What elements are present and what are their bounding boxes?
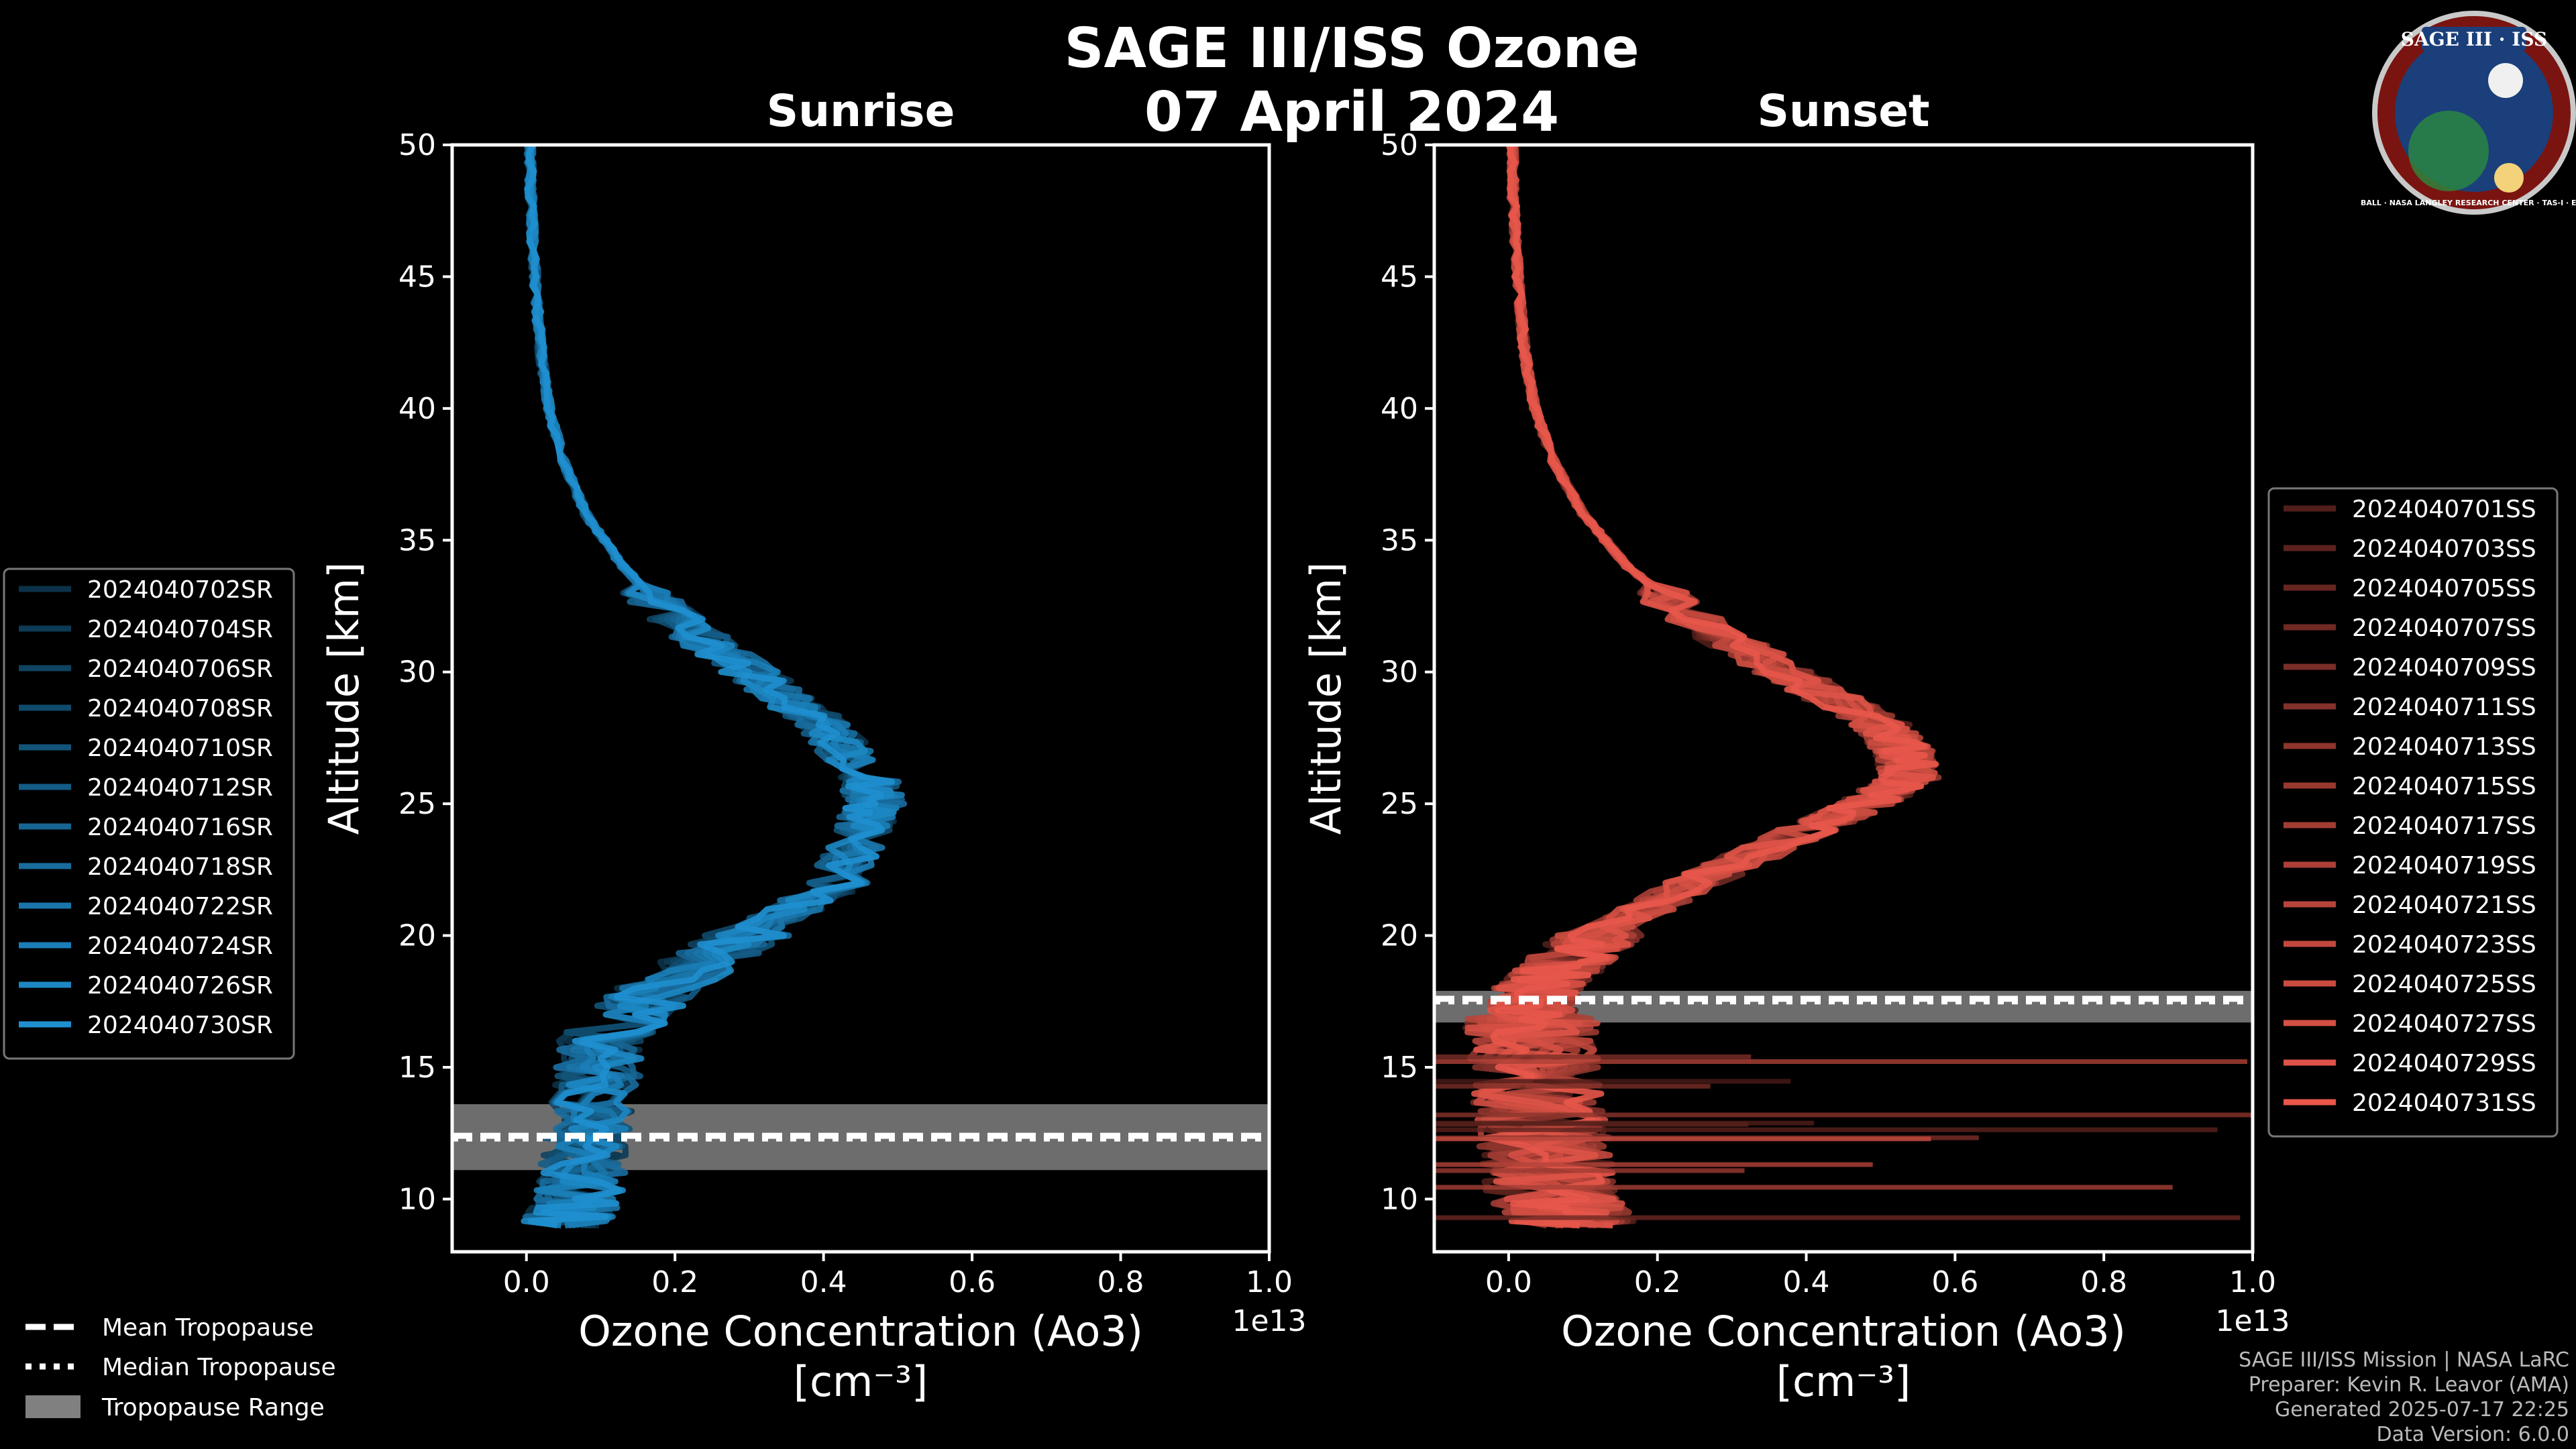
legend-label-2024040713SS: 2024040713SS	[2352, 733, 2536, 761]
y-tick-label: 25	[1381, 787, 1418, 821]
x-tick-label: 1.0	[2229, 1265, 2276, 1299]
legend-label-2024040719SS: 2024040719SS	[2352, 852, 2536, 879]
x-tick-label: 1.0	[1246, 1265, 1293, 1299]
legend-label-2024040702SR: 2024040702SR	[87, 576, 273, 604]
tropopause-range-label: Tropopause Range	[101, 1394, 325, 1421]
legend-label-2024040704SR: 2024040704SR	[87, 616, 273, 643]
y-tick-label: 15	[398, 1051, 436, 1085]
legend-label-2024040725SS: 2024040725SS	[2352, 971, 2536, 998]
x-axis-unit: [cm⁻³]	[794, 1357, 928, 1406]
credit-line-4: Data Version: 6.0.0	[2377, 1423, 2569, 1446]
sunset-legend: 2024040701SS 2024040703SS 2024040705SS 2024…	[2267, 487, 2559, 1138]
y-tick-label: 40	[398, 392, 436, 426]
credit-line-1: SAGE III/ISS Mission | NASA LaRC	[2239, 1348, 2569, 1372]
x-tick-label: 0.0	[1485, 1265, 1532, 1299]
legend-box	[2267, 487, 2559, 1138]
legend-label-2024040726SR: 2024040726SR	[87, 972, 273, 1000]
y-tick-label: 40	[1381, 392, 1418, 426]
logo-ring-text: BALL · NASA LANGLEY RESEARCH CENTER · TA…	[2361, 199, 2576, 207]
x-axis-label: Ozone Concentration (Ao3)	[1561, 1307, 2126, 1356]
panel-title: Sunset	[1757, 85, 1929, 137]
y-tick-label: 15	[1381, 1051, 1418, 1085]
legend-box	[3, 568, 295, 1060]
x-tick-label: 0.4	[800, 1265, 847, 1299]
x-tick-label: 0.8	[1097, 1265, 1144, 1299]
legend-label-2024040705SS: 2024040705SS	[2352, 575, 2536, 602]
y-tick-label: 20	[1381, 919, 1418, 953]
credit-line-3: Generated 2025-07-17 22:25	[2275, 1398, 2569, 1421]
sunrise-legend: 2024040702SR 2024040704SR 2024040706SR 2024…	[3, 568, 295, 1060]
x-tick-label: 0.2	[651, 1265, 698, 1299]
legend-label-2024040706SR: 2024040706SR	[87, 655, 273, 683]
x-axis-label: Ozone Concentration (Ao3)	[578, 1307, 1143, 1356]
legend-label-2024040711SS: 2024040711SS	[2352, 694, 2536, 721]
y-tick-label: 50	[1381, 128, 1418, 162]
legend-label-2024040718SR: 2024040718SR	[87, 853, 273, 881]
axes-frame	[1432, 143, 2255, 1254]
y-tick-label: 10	[398, 1182, 436, 1216]
mean-tropopause-label: Mean Tropopause	[102, 1314, 314, 1342]
legend-label-2024040709SS: 2024040709SS	[2352, 654, 2536, 682]
figure-date: 07 April 2024	[1144, 80, 1559, 144]
profile-line-2024040730SR	[524, 145, 896, 1229]
legend-label-2024040724SR: 2024040724SR	[87, 932, 273, 960]
legend-label-2024040727SS: 2024040727SS	[2352, 1010, 2536, 1038]
x-tick-label: 0.2	[1634, 1265, 1681, 1299]
profile-line-2024040724SR	[525, 145, 905, 1229]
legend-label-2024040712SR: 2024040712SR	[87, 774, 273, 802]
plot-area	[452, 145, 1269, 1229]
legend-label-2024040701SS: 2024040701SS	[2352, 496, 2536, 523]
legend-label-2024040715SS: 2024040715SS	[2352, 773, 2536, 800]
y-tick-label: 35	[1381, 523, 1418, 557]
tropopause-legend: Mean Tropopause Median Tropopause Tropop…	[25, 1314, 336, 1421]
legend-label-2024040716SR: 2024040716SR	[87, 814, 273, 841]
legend-label-2024040729SS: 2024040729SS	[2352, 1050, 2536, 1077]
x-scale-label: 1e13	[2215, 1304, 2290, 1338]
axes-frame	[450, 143, 1271, 1254]
legend-label-2024040708SR: 2024040708SR	[87, 695, 273, 722]
y-tick-label: 30	[398, 655, 436, 690]
y-tick-label: 45	[398, 260, 436, 294]
y-tick-label: 45	[1381, 260, 1418, 294]
x-scale-label: 1e13	[1232, 1304, 1306, 1338]
credits: SAGE III/ISS Mission | NASA LaRC Prepare…	[2239, 1348, 2569, 1446]
x-tick-label: 0.6	[1931, 1265, 1978, 1299]
credit-line-2: Preparer: Kevin R. Leavor (AMA)	[2249, 1373, 2569, 1397]
legend-label-2024040731SS: 2024040731SS	[2352, 1089, 2536, 1117]
y-axis-label: Altitude [km]	[1301, 562, 1350, 835]
y-tick-label: 10	[1381, 1182, 1418, 1216]
y-tick-label: 30	[1381, 655, 1418, 690]
legend-label-2024040707SS: 2024040707SS	[2352, 614, 2536, 642]
x-tick-label: 0.0	[503, 1265, 550, 1299]
y-tick-label: 20	[398, 919, 436, 953]
y-tick-label: 50	[398, 128, 436, 162]
legend-label-2024040703SS: 2024040703SS	[2352, 535, 2536, 563]
x-axis-unit: [cm⁻³]	[1776, 1357, 1911, 1406]
profile-line-2024040731SS	[1484, 145, 1938, 1229]
profile-line-2024040722SR	[525, 145, 885, 1229]
x-tick-label: 0.4	[1783, 1265, 1830, 1299]
sunrise-panel: 10 15 20 25 30 35 40 45 50 0.0 0.2 0.4 0.6 0.8 1.0 1e13…	[319, 85, 1307, 1406]
legend-label-2024040710SR: 2024040710SR	[87, 735, 273, 762]
x-tick-label: 0.6	[949, 1265, 996, 1299]
logo-text: SAGE III · ISS	[2401, 28, 2547, 50]
y-tick-label: 35	[398, 523, 436, 557]
legend-label-2024040722SR: 2024040722SR	[87, 893, 273, 920]
legend-label-2024040723SS: 2024040723SS	[2352, 931, 2536, 959]
legend-label-2024040717SS: 2024040717SS	[2352, 812, 2536, 840]
figure-title: SAGE III/ISS Ozone	[1064, 17, 1639, 80]
sunset-panel: 10 15 20 25 30 35 40 45 50 0.0 0.2 0.4 0.6 0.8 1.0 1e13…	[1301, 85, 2290, 1406]
x-tick-label: 0.8	[2080, 1265, 2127, 1299]
legend-label-2024040721SS: 2024040721SS	[2352, 892, 2536, 919]
plot-area	[1434, 145, 2253, 1229]
y-tick-label: 25	[398, 787, 436, 821]
panel-title: Sunrise	[767, 85, 955, 137]
tropopause-range-swatch	[25, 1395, 80, 1418]
legend-label-2024040730SR: 2024040730SR	[87, 1012, 273, 1039]
y-axis-label: Altitude [km]	[319, 562, 368, 835]
median-tropopause-label: Median Tropopause	[102, 1354, 336, 1381]
sage-logo: SAGE III · ISS BALL · NASA LANGLEY RESEA…	[2361, 11, 2576, 215]
